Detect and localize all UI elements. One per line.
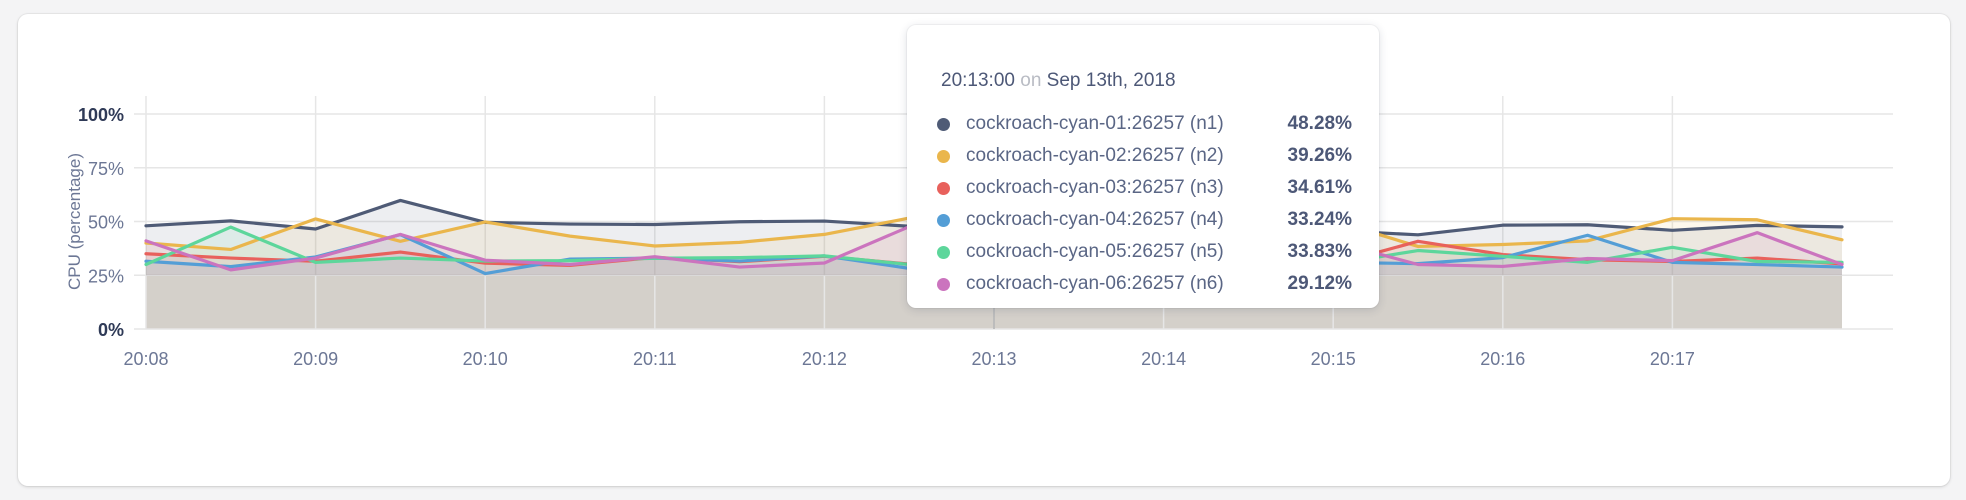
tooltip-series-value: 39.26% [1287,145,1352,166]
tooltip-time: 20:13:00 [941,70,1015,91]
tooltip-series-value: 48.28% [1287,113,1352,134]
x-axis-tick-label: 20:15 [1311,349,1356,369]
series-color-dot-icon [937,149,950,163]
tooltip-header: 20:13:00 on Sep 13th, 2018 [941,70,1176,92]
x-axis-tick-label: 20:11 [633,349,677,369]
tooltip-series-label: cockroach-cyan-03:26257 (n3) [966,177,1224,198]
tooltip-series-label: cockroach-cyan-01:26257 (n1) [966,113,1224,134]
tooltip-series-list: cockroach-cyan-01:26257 (n1) 48.28% cockro… [937,108,1352,300]
cpu-percent-chart-card: CPU Percent 0%25%50%75%100%CPU (percenta… [18,14,1950,486]
x-axis-tick-label: 20:17 [1650,349,1695,369]
y-axis-title: CPU (percentage) [65,153,84,290]
x-axis-tick-label: 20:08 [123,349,168,369]
x-axis-tick-label: 20:10 [463,349,508,369]
series-color-dot-icon [937,117,950,131]
tooltip-series-label: cockroach-cyan-05:26257 (n5) [966,241,1224,262]
tooltip-series-row: cockroach-cyan-05:26257 (n5) 33.83% [937,236,1352,268]
tooltip-date: Sep 13th, 2018 [1046,70,1176,91]
tooltip-series-row: cockroach-cyan-03:26257 (n3) 34.61% [937,172,1352,204]
tooltip-series-row: cockroach-cyan-04:26257 (n4) 33.24% [937,204,1352,236]
chart-tooltip: 20:13:00 on Sep 13th, 2018 cockroach-cya… [907,25,1379,308]
x-axis-tick-label: 20:16 [1480,349,1525,369]
series-color-dot-icon [937,277,950,291]
series-color-dot-icon [937,213,950,227]
series-color-dot-icon [937,245,950,259]
tooltip-series-row: cockroach-cyan-06:26257 (n6) 29.12% [937,268,1352,300]
tooltip-series-value: 29.12% [1287,273,1352,294]
tooltip-series-value: 33.83% [1287,241,1352,262]
tooltip-series-row: cockroach-cyan-01:26257 (n1) 48.28% [937,108,1352,140]
tooltip-series-value: 33.24% [1287,209,1352,230]
x-axis-tick-label: 20:09 [293,349,338,369]
x-axis-tick-label: 20:12 [802,349,847,369]
series-color-dot-icon [937,181,950,195]
tooltip-series-label: cockroach-cyan-04:26257 (n4) [966,209,1224,230]
tooltip-series-label: cockroach-cyan-06:26257 (n6) [966,273,1224,294]
tooltip-on-word: on [1020,70,1042,91]
y-axis-tick-label: 75% [88,159,124,179]
y-axis-tick-label: 25% [88,266,124,286]
tooltip-series-row: cockroach-cyan-02:26257 (n2) 39.26% [937,140,1352,172]
tooltip-series-value: 34.61% [1287,177,1352,198]
y-axis-tick-label: 50% [88,213,124,233]
y-axis-tick-label: 100% [78,105,124,125]
x-axis-tick-label: 20:13 [971,349,1016,369]
tooltip-series-label: cockroach-cyan-02:26257 (n2) [966,145,1224,166]
x-axis-tick-label: 20:14 [1141,349,1186,369]
y-axis-tick-label: 0% [98,320,124,340]
